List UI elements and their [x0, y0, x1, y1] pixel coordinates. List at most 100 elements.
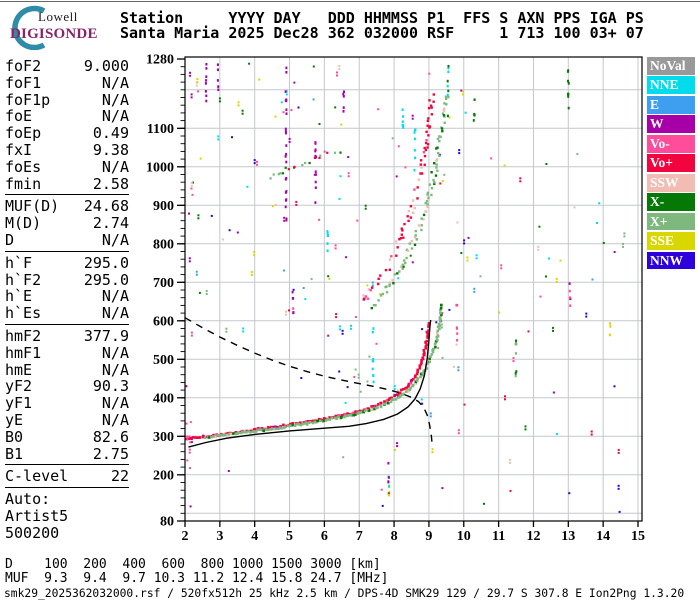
echo-dot	[613, 385, 616, 388]
echo-dot	[356, 219, 359, 222]
param-row-hf: h`F 295.0	[5, 254, 129, 272]
echo-dot	[222, 433, 225, 437]
echo-dot	[424, 347, 427, 350]
echo-dot	[373, 407, 376, 411]
echo-dot	[205, 290, 208, 292]
echo-dot	[195, 270, 198, 273]
echo-dot	[314, 142, 317, 145]
echo-dot	[195, 84, 198, 87]
echo-dot	[304, 420, 308, 423]
echo-dot	[326, 242, 329, 245]
echo-dot	[362, 294, 365, 297]
y-axis-label: 400	[153, 391, 174, 406]
echo-dot	[456, 327, 458, 330]
echo-dot	[364, 295, 368, 298]
echo-dot	[313, 420, 316, 424]
echo-dot	[422, 218, 425, 221]
echo-dot	[426, 336, 429, 339]
echo-dot	[221, 238, 224, 241]
echo-dot	[439, 182, 442, 185]
echo-dot	[220, 433, 223, 437]
echo-dot	[466, 259, 469, 262]
echo-dot	[425, 339, 428, 343]
echo-dot	[419, 372, 423, 376]
echo-dot	[422, 369, 425, 373]
echo-dot	[241, 430, 244, 434]
echo-dot	[436, 338, 439, 342]
echo-dot	[347, 156, 350, 159]
echo-dot	[379, 401, 383, 405]
echo-dot	[413, 243, 417, 246]
y-axis-label: 1000	[146, 160, 174, 175]
echo-dot	[291, 423, 295, 427]
echo-dot	[354, 410, 357, 413]
echo-dot	[527, 330, 530, 333]
param-row-yf1: yF1 N/A	[5, 394, 129, 412]
echo-dot	[440, 127, 444, 130]
echo-dot	[339, 151, 342, 154]
echo-dot	[343, 90, 345, 94]
echo-dot	[555, 277, 558, 280]
echo-dot	[338, 197, 341, 200]
echo-dot	[388, 268, 391, 271]
echo-dot	[379, 404, 383, 407]
echo-dot	[212, 433, 215, 437]
echo-dot	[512, 357, 515, 360]
echo-dot	[388, 258, 392, 261]
echo-dot	[326, 151, 329, 154]
echo-dot	[429, 412, 432, 415]
echo-dot	[231, 136, 233, 139]
echo-dot	[433, 343, 437, 346]
echo-dot	[509, 461, 511, 464]
echo-dot	[555, 280, 558, 283]
echo-dot	[340, 414, 344, 417]
echo-dot	[293, 165, 296, 168]
muf-frequency-row: MUF 9.3 9.4 9.7 10.3 11.2 12.4 15.8 24.7…	[5, 571, 389, 586]
echo-dot	[390, 396, 393, 400]
echo-dot	[407, 209, 411, 213]
echo-dot	[367, 409, 371, 412]
echo-dot	[436, 151, 440, 155]
echo-dot	[210, 435, 213, 439]
echo-dot	[556, 433, 558, 435]
echo-dot	[395, 240, 398, 243]
autoscaling-info-line: 500200	[5, 524, 60, 543]
echo-dot	[426, 119, 430, 123]
echo-dot	[319, 154, 322, 157]
echo-dot	[186, 459, 189, 462]
echo-dot	[308, 420, 312, 424]
echo-dot	[274, 203, 277, 206]
echo-dot	[188, 448, 191, 451]
echo-dot	[559, 259, 562, 262]
echo-dot	[246, 185, 249, 188]
param-label: M(D)	[5, 214, 42, 233]
echo-dot	[432, 348, 435, 351]
echo-dot	[397, 145, 400, 148]
echo-dot	[396, 272, 399, 275]
echo-dot	[248, 62, 251, 65]
echo-dot	[284, 166, 287, 169]
param-label: D	[5, 230, 15, 249]
echo-dot	[432, 178, 435, 182]
echo-dot	[377, 108, 380, 111]
param-row-fmin: fmin 2.58	[5, 174, 129, 193]
param-value: 2.58	[92, 174, 129, 193]
echo-dot	[269, 177, 272, 180]
echo-dot	[357, 376, 360, 379]
echo-dot	[333, 151, 337, 154]
echo-dot	[590, 433, 593, 436]
echo-dot	[253, 159, 256, 162]
echo-dot	[189, 437, 192, 440]
echo-dot	[420, 217, 423, 220]
echo-dot	[436, 146, 439, 149]
param-value: N/A	[101, 304, 129, 323]
echo-dot	[281, 172, 284, 175]
echo-dot	[473, 113, 476, 117]
echo-dot	[426, 143, 430, 146]
param-value: 2.75	[92, 444, 129, 463]
echo-dot	[617, 451, 620, 454]
echo-dot	[346, 414, 349, 417]
echo-dot	[237, 104, 240, 107]
x-axis-label: 13	[561, 529, 575, 544]
param-label: fxI	[5, 140, 33, 159]
